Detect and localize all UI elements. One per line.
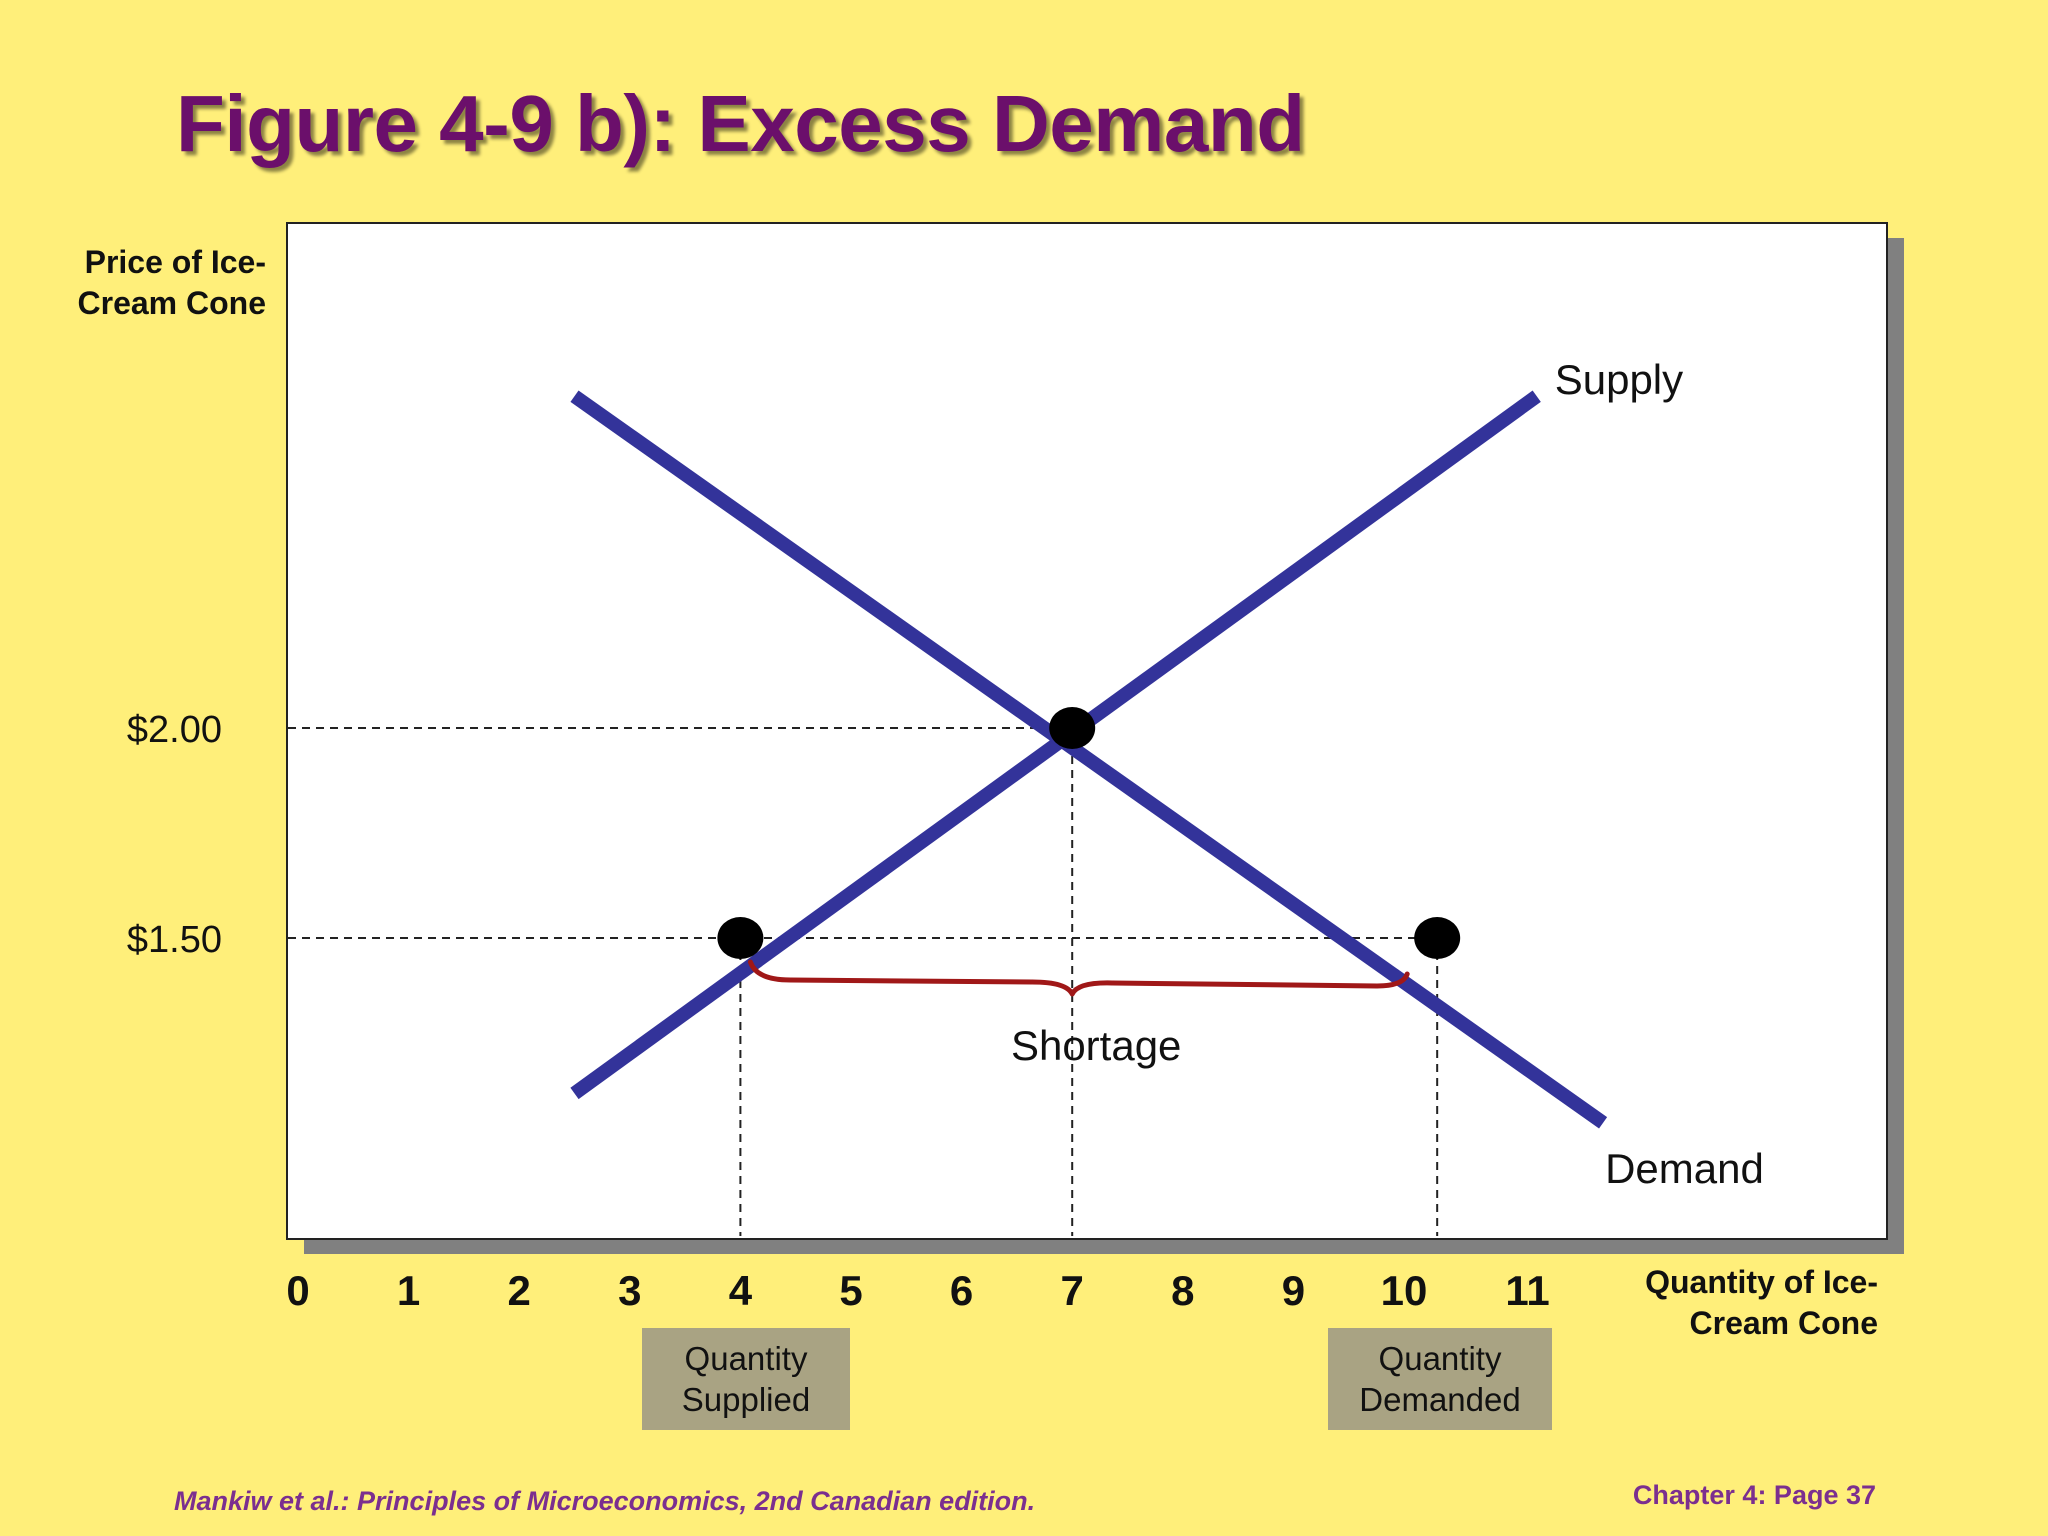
shortage-label: Shortage — [1011, 1022, 1181, 1069]
source-citation: Mankiw et al.: Principles of Microeconom… — [174, 1486, 1036, 1516]
x-tick-label-7: 7 — [1061, 1267, 1084, 1314]
page-title: Figure 4-9 b): Excess Demand — [176, 79, 1305, 168]
x-tick-label-11: 11 — [1505, 1267, 1549, 1314]
quantity-supplied-label: Quantity Supplied — [681, 1340, 811, 1418]
supply-curve — [570, 390, 1541, 1100]
x-tick-label-5: 5 — [839, 1267, 862, 1314]
x-tick-label-2: 2 — [508, 1267, 531, 1314]
x-tick-label-1: 1 — [397, 1267, 420, 1314]
x-tick-label-10: 10 — [1381, 1267, 1428, 1314]
y-tick-label-1: $1.50 — [127, 919, 222, 961]
demand-curve — [570, 390, 1608, 1129]
quantity-supplied-box: Quantity Supplied — [642, 1328, 850, 1430]
demand-label: Demand — [1605, 1145, 1764, 1192]
quantity-demanded-label: Quantity Demanded — [1359, 1340, 1521, 1418]
quantity-demanded-box: Quantity Demanded — [1328, 1328, 1552, 1430]
page-number: Chapter 4: Page 37 — [1632, 1480, 1876, 1510]
x-tick-label-6: 6 — [950, 1267, 973, 1314]
y-axis-label: Price of Ice-Cream Cone — [77, 244, 267, 321]
y-tick-label-0: $2.00 — [127, 709, 222, 751]
x-tick-label-4: 4 — [729, 1267, 753, 1314]
x-tick-label-8: 8 — [1171, 1267, 1194, 1314]
supply-label: Supply — [1555, 356, 1683, 403]
x-tick-label-0: 0 — [286, 1267, 309, 1314]
x-tick-label-3: 3 — [618, 1267, 641, 1314]
x-tick-label-9: 9 — [1282, 1267, 1305, 1314]
shortage-brace — [747, 959, 1410, 997]
point-marker-0 — [1049, 707, 1096, 749]
x-axis-label: Quantity of Ice-Cream Cone — [1645, 1264, 1878, 1341]
point-marker-1 — [717, 917, 764, 959]
point-marker-2 — [1414, 917, 1461, 959]
